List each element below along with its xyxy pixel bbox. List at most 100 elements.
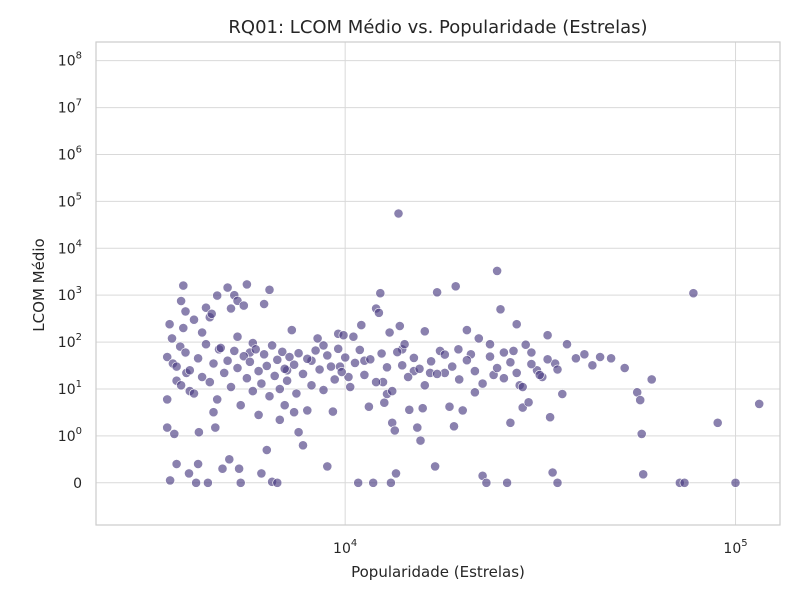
- data-point: [338, 330, 349, 341]
- data-point: [679, 477, 690, 488]
- data-point: [638, 469, 649, 480]
- data-point: [250, 344, 261, 355]
- data-point: [526, 359, 537, 369]
- data-point: [368, 477, 379, 488]
- data-point: [363, 401, 374, 412]
- data-point: [412, 422, 423, 433]
- data-point: [394, 321, 405, 331]
- data-point: [219, 367, 230, 378]
- data-point: [595, 352, 605, 362]
- data-point: [505, 357, 516, 368]
- data-point: [235, 400, 246, 411]
- y-tick-label: 101: [58, 379, 82, 398]
- data-point: [229, 345, 240, 356]
- data-point: [534, 369, 545, 380]
- y-tick-label: 107: [58, 98, 82, 117]
- data-point: [399, 339, 410, 350]
- data-point: [387, 386, 398, 396]
- data-point: [180, 306, 191, 317]
- data-point: [350, 357, 360, 368]
- data-point: [272, 477, 283, 488]
- data-point: [234, 463, 244, 474]
- y-tick-label: 100: [58, 426, 82, 445]
- data-point: [432, 368, 442, 379]
- data-point: [164, 319, 175, 330]
- data-point: [473, 333, 484, 344]
- data-point: [415, 435, 426, 446]
- y-tick-label: 102: [58, 332, 82, 351]
- data-point: [619, 363, 630, 373]
- data-point: [587, 360, 598, 371]
- data-point: [261, 445, 272, 455]
- data-point: [444, 401, 455, 412]
- data-point: [197, 372, 207, 382]
- data-point: [511, 367, 522, 378]
- data-point: [552, 477, 563, 488]
- data-point: [562, 339, 572, 350]
- data-point: [492, 265, 502, 276]
- data-point: [754, 398, 765, 409]
- data-point: [449, 421, 459, 432]
- data-point: [162, 352, 173, 362]
- data-point: [277, 346, 288, 357]
- data-point: [454, 374, 465, 385]
- data-point: [261, 360, 272, 371]
- data-point: [272, 354, 283, 365]
- data-point: [256, 468, 267, 479]
- data-point: [165, 475, 175, 486]
- data-point: [408, 352, 419, 363]
- data-point: [343, 372, 354, 382]
- data-point: [169, 428, 180, 439]
- data-point: [547, 467, 558, 478]
- data-point: [461, 355, 472, 366]
- data-point: [201, 302, 211, 313]
- y-tick-label: 103: [58, 285, 82, 304]
- data-point: [208, 358, 219, 369]
- data-point: [552, 364, 563, 375]
- data-point: [302, 353, 313, 364]
- data-point: [376, 348, 387, 359]
- data-point: [322, 461, 333, 472]
- data-point: [384, 327, 395, 338]
- data-point: [267, 340, 277, 351]
- data-point: [333, 343, 344, 354]
- data-point: [235, 477, 246, 488]
- data-point: [302, 405, 313, 416]
- data-point: [557, 389, 568, 399]
- data-point: [232, 331, 243, 342]
- data-point: [241, 279, 252, 290]
- data-point: [178, 323, 189, 333]
- data-point: [241, 373, 252, 384]
- data-point: [403, 372, 413, 382]
- data-point: [318, 385, 329, 395]
- data-point: [274, 384, 285, 394]
- data-point: [606, 353, 616, 364]
- data-point: [193, 427, 204, 438]
- x-tick-label: 105: [723, 538, 747, 557]
- data-point: [571, 353, 581, 364]
- data-point: [226, 303, 236, 314]
- data-point: [329, 374, 340, 385]
- data-point: [215, 342, 226, 353]
- data-point: [217, 463, 228, 474]
- data-point: [417, 403, 428, 414]
- data-point: [232, 363, 243, 373]
- data-point: [498, 373, 509, 384]
- data-point: [485, 351, 495, 362]
- data-point: [279, 400, 290, 411]
- data-point: [293, 427, 304, 438]
- x-axis-label: Popularidade (Estrelas): [351, 563, 525, 581]
- y-tick-label: 106: [58, 144, 82, 163]
- data-point: [375, 288, 386, 299]
- data-point: [469, 387, 480, 398]
- data-point: [210, 422, 221, 433]
- data-point: [279, 363, 290, 374]
- data-point: [282, 375, 292, 386]
- data-point: [178, 280, 189, 291]
- data-point: [171, 459, 182, 469]
- data-point: [259, 349, 269, 360]
- data-point: [212, 394, 223, 405]
- data-point: [204, 377, 215, 387]
- data-point: [688, 288, 699, 299]
- data-point: [176, 296, 186, 306]
